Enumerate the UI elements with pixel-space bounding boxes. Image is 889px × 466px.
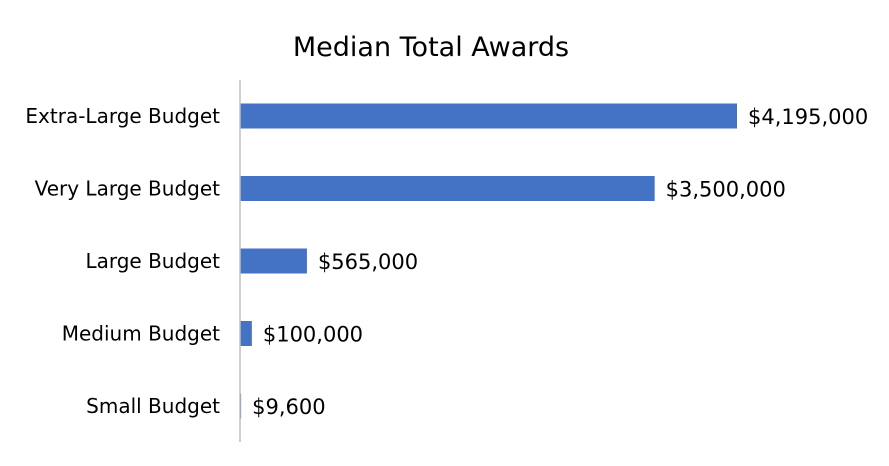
bar-3	[240, 321, 252, 346]
chart-title: Median Total Awards	[293, 32, 569, 63]
category-label-0: Extra-Large Budget	[25, 104, 220, 128]
category-label-1: Very Large Budget	[35, 177, 221, 201]
bar-0	[240, 103, 737, 129]
data-label-2: $565,000	[318, 250, 418, 274]
bar-2	[240, 248, 307, 274]
data-label-3: $100,000	[263, 323, 363, 347]
category-label-2: Large Budget	[85, 249, 220, 273]
data-labels: $4,195,000 $3,500,000 $565,000 $100,000 $9,6…	[252, 105, 868, 419]
category-label-3: Medium Budget	[62, 322, 220, 346]
data-label-4: $9,600	[252, 395, 325, 419]
data-label-1: $3,500,000	[666, 178, 786, 202]
bar-1	[240, 176, 655, 201]
bars-layer	[240, 103, 737, 419]
category-labels: Extra-Large Budget Very Large Budget Large…	[25, 104, 220, 418]
category-label-4: Small Budget	[86, 394, 220, 418]
data-label-0: $4,195,000	[748, 105, 868, 129]
